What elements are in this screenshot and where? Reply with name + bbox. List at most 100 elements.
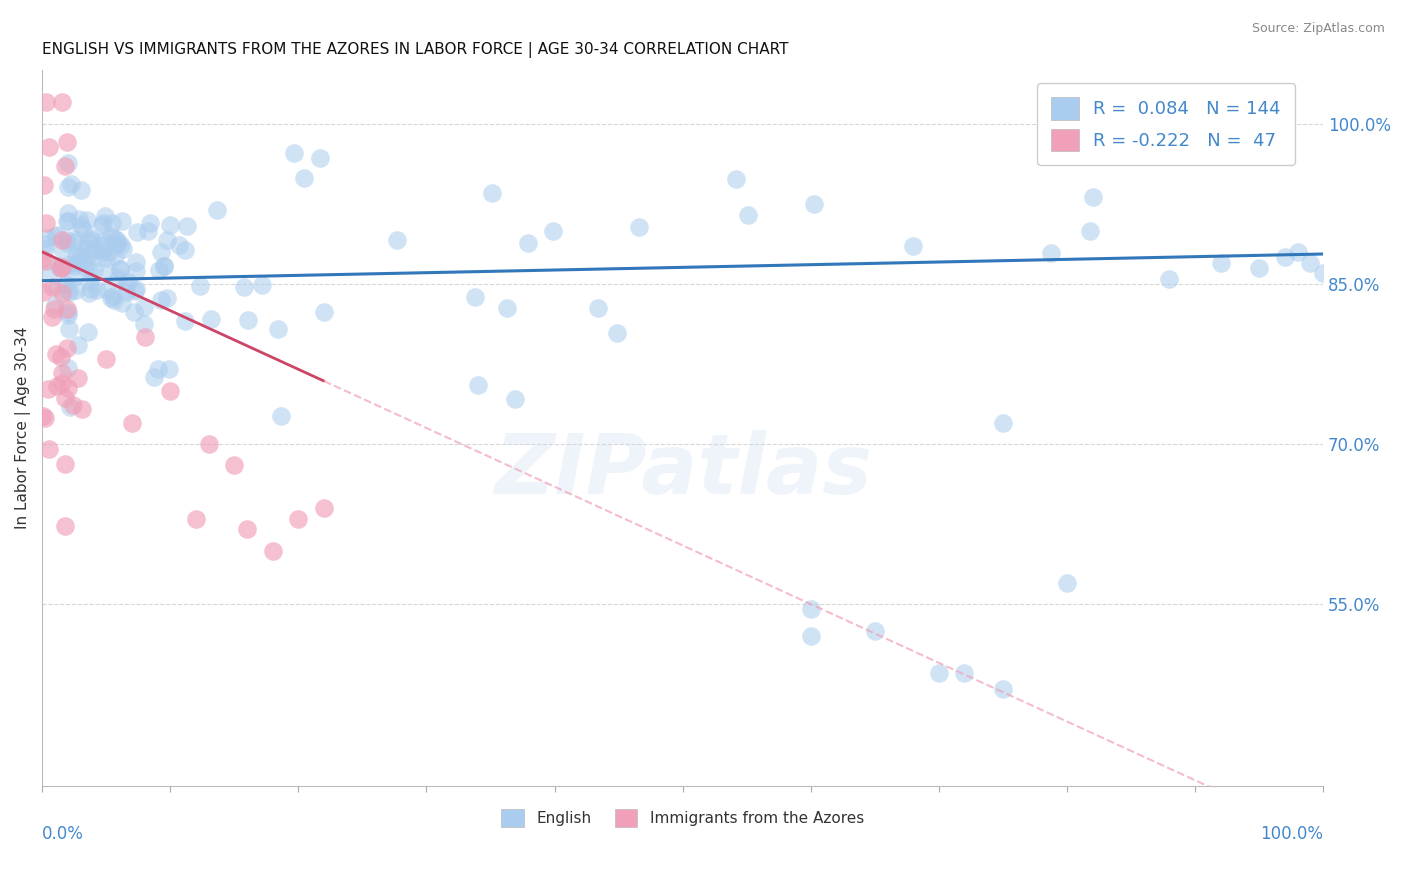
Point — [83, 263, 105, 277]
Point — [79, 274, 101, 288]
Point — [53, 518, 76, 533]
Point — [517, 235, 540, 250]
Point — [75, 260, 97, 274]
Point — [72, 222, 94, 236]
Point — [309, 151, 332, 165]
Point — [233, 280, 256, 294]
Point — [60, 177, 83, 191]
Point — [97, 245, 120, 260]
Point — [53, 160, 76, 174]
Point — [31, 252, 53, 267]
Point — [86, 283, 108, 297]
Point — [287, 512, 309, 526]
Point — [105, 233, 128, 247]
Point — [70, 218, 93, 232]
Point — [146, 362, 169, 376]
Point — [62, 259, 84, 273]
Point — [94, 209, 117, 223]
Point — [125, 282, 148, 296]
Point — [107, 270, 129, 285]
Point — [283, 146, 305, 161]
Point — [104, 236, 127, 251]
Point — [132, 318, 155, 332]
Point — [1249, 260, 1271, 275]
Point — [174, 314, 197, 328]
Text: Source: ZipAtlas.com: Source: ZipAtlas.com — [1251, 22, 1385, 36]
Point — [543, 224, 565, 238]
Point — [125, 225, 148, 239]
Point — [153, 259, 176, 273]
Point — [139, 216, 162, 230]
Point — [153, 259, 176, 273]
Point — [250, 278, 273, 293]
Point — [725, 172, 748, 186]
Point — [108, 262, 131, 277]
Point — [91, 219, 114, 233]
Point — [125, 254, 148, 268]
Point — [901, 239, 924, 253]
Point — [38, 140, 60, 154]
Point — [157, 361, 180, 376]
Point — [80, 233, 103, 247]
Point — [97, 265, 120, 279]
Point — [69, 183, 91, 197]
Point — [32, 178, 55, 193]
Point — [159, 219, 181, 233]
Point — [627, 219, 650, 234]
Point — [55, 233, 77, 247]
Point — [1286, 244, 1309, 259]
Point — [124, 264, 146, 278]
Point — [62, 270, 84, 285]
Point — [80, 282, 103, 296]
Text: ENGLISH VS IMMIGRANTS FROM THE AZORES IN LABOR FORCE | AGE 30-34 CORRELATION CHA: ENGLISH VS IMMIGRANTS FROM THE AZORES IN… — [42, 42, 789, 58]
Point — [56, 381, 79, 395]
Point — [56, 360, 79, 375]
Point — [205, 203, 228, 218]
Point — [79, 264, 101, 278]
Point — [155, 233, 177, 247]
Point — [56, 206, 79, 220]
Point — [1040, 246, 1063, 260]
Point — [149, 293, 172, 307]
Point — [467, 378, 489, 392]
Point — [34, 411, 56, 425]
Point — [115, 285, 138, 299]
Point — [63, 235, 86, 250]
Point — [174, 243, 197, 257]
Point — [800, 602, 823, 616]
Point — [56, 258, 79, 272]
Point — [184, 512, 207, 526]
Point — [49, 351, 72, 365]
Point — [90, 234, 112, 248]
Point — [38, 266, 60, 280]
Point — [107, 235, 129, 250]
Point — [55, 392, 77, 406]
Point — [588, 301, 610, 315]
Y-axis label: In Labor Force | Age 30-34: In Labor Force | Age 30-34 — [15, 326, 31, 529]
Point — [56, 155, 79, 169]
Point — [66, 371, 89, 385]
Point — [176, 219, 198, 234]
Point — [800, 629, 823, 643]
Point — [63, 253, 86, 268]
Point — [46, 228, 69, 243]
Point — [156, 291, 179, 305]
Point — [117, 275, 139, 289]
Point — [991, 416, 1014, 430]
Point — [606, 326, 628, 341]
Point — [200, 312, 222, 326]
Point — [1209, 255, 1232, 269]
Point — [44, 228, 66, 243]
Point — [737, 208, 759, 222]
Point — [51, 260, 73, 275]
Point — [270, 409, 292, 423]
Point — [51, 233, 73, 247]
Point — [34, 253, 56, 268]
Text: ZIPatlas: ZIPatlas — [494, 431, 872, 511]
Point — [101, 216, 124, 230]
Point — [103, 293, 125, 307]
Point — [111, 296, 134, 310]
Point — [63, 232, 86, 246]
Point — [197, 437, 219, 451]
Point — [46, 280, 69, 294]
